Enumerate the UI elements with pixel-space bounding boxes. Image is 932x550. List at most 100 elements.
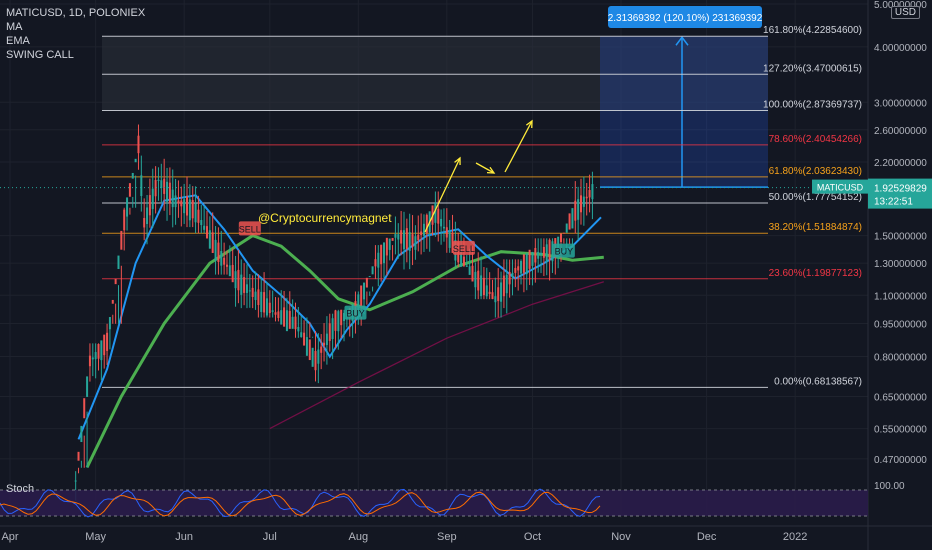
- buy-marker: [344, 305, 367, 320]
- candle-body: [442, 226, 445, 229]
- candle-body: [462, 256, 465, 266]
- candle-body: [251, 287, 254, 298]
- candle-body: [588, 190, 591, 198]
- y-tick-label: 0.47000000: [874, 455, 927, 466]
- candle-body: [562, 232, 565, 234]
- buy-marker: [552, 243, 575, 258]
- measure-box[interactable]: 2.31369392 (120.10%) 231369392: [600, 6, 768, 188]
- sell-marker-label: SELL: [453, 244, 475, 254]
- y-tick-label: 1.30000000: [874, 259, 927, 270]
- candle-body: [80, 425, 83, 443]
- candle-body: [217, 242, 220, 263]
- candle-body: [548, 239, 551, 261]
- candle-body: [91, 357, 94, 360]
- candle-body: [551, 241, 554, 262]
- candle-body: [120, 230, 123, 250]
- candle-body: [254, 291, 257, 300]
- candle-body: [328, 323, 331, 341]
- candle-body: [357, 294, 360, 315]
- fib-label: 100.00%(2.87369737): [763, 100, 862, 111]
- candle-body: [448, 230, 451, 248]
- sell-marker: [238, 221, 261, 236]
- candle-body: [228, 265, 231, 277]
- candle-body: [114, 278, 117, 285]
- signal-markers: SELL BUY SELL BUY: [238, 221, 575, 320]
- currency-badge[interactable]: USD: [890, 6, 920, 19]
- indicator-ema[interactable]: EMA: [6, 35, 30, 47]
- candle-body: [385, 237, 388, 256]
- candle-body: [186, 196, 189, 216]
- candle-body: [160, 180, 163, 189]
- y-tick-label: 0.95000000: [874, 320, 927, 331]
- measure-label: 2.31369392 (120.10%) 231369392: [608, 13, 763, 24]
- candle-body: [126, 197, 129, 217]
- candle-body: [331, 318, 334, 340]
- buy-marker-label: BUY: [346, 309, 365, 319]
- price-axis[interactable]: 5.00000000 4.00000000 3.00000000 2.60000000…: [874, 0, 927, 466]
- candle-body: [311, 347, 314, 367]
- candle-body: [517, 266, 520, 271]
- indicator-swing-call[interactable]: SWING CALL: [6, 49, 74, 61]
- y-tick-label: 0.55000000: [874, 425, 927, 436]
- y-tick-label: 0.65000000: [874, 393, 927, 404]
- candle-body: [277, 311, 280, 318]
- candle-body: [420, 231, 423, 235]
- candle-body: [560, 233, 563, 243]
- candle-body: [77, 451, 80, 461]
- candle-body: [591, 184, 594, 200]
- indicator-ma[interactable]: MA: [6, 21, 23, 33]
- candle-body: [414, 236, 417, 250]
- candle-body: [320, 346, 323, 353]
- candle-body: [580, 195, 582, 213]
- candle-body: [360, 285, 363, 306]
- stoch-k-line: [0, 488, 601, 518]
- x-tick-label: Sep: [437, 531, 457, 543]
- fib-label: 78.60%(2.40454266): [769, 134, 862, 145]
- x-tick-label: Dec: [697, 531, 717, 543]
- last-price-box: [868, 178, 932, 209]
- candle-body: [508, 271, 511, 285]
- symbol-title[interactable]: MATICUSD, 1D, POLONIEX: [6, 7, 146, 19]
- candle-body: [494, 296, 497, 303]
- candle-body: [468, 266, 471, 275]
- stoch-scale-label: 100.00: [874, 481, 905, 492]
- candle-body: [94, 352, 97, 360]
- candle-body: [491, 292, 494, 299]
- y-tick-label: 0.80000000: [874, 353, 927, 364]
- candle-body: [274, 312, 277, 315]
- candle-body: [211, 232, 214, 254]
- candle-body: [545, 244, 548, 262]
- x-tick-label: Apr: [1, 531, 18, 543]
- fib-levels[interactable]: 161.80%(4.22854600) 127.20%(3.47000615) 10…: [102, 25, 862, 388]
- x-tick-label: May: [85, 531, 106, 543]
- candle-body: [100, 340, 103, 361]
- candle-body: [174, 195, 177, 208]
- candle-body: [305, 337, 308, 356]
- candle-body: [405, 228, 408, 249]
- candle-body: [200, 219, 203, 226]
- fib-upper-zone: [102, 36, 768, 111]
- time-axis[interactable]: Apr May Jun Jul Aug Sep Oct Nov Dec 2022: [1, 531, 807, 543]
- fib-label: 0.00%(0.68138567): [774, 376, 862, 387]
- candle-body: [471, 265, 474, 282]
- candle-body: [263, 292, 266, 313]
- candle-body: [88, 355, 91, 367]
- candle-body: [140, 175, 143, 197]
- stoch-d-line: [0, 491, 601, 517]
- candle-body: [514, 267, 517, 273]
- candle-body: [183, 199, 186, 214]
- candle-body: [451, 232, 454, 253]
- sell-marker: [452, 240, 475, 255]
- candle-body: [86, 376, 89, 397]
- candle-body: [323, 342, 326, 346]
- ma-long-line: [269, 281, 604, 430]
- buy-marker-label: BUY: [555, 247, 574, 257]
- stoch-pane[interactable]: Stoch 100.00: [0, 481, 905, 518]
- candle-body: [408, 232, 411, 251]
- candle-body: [106, 332, 109, 351]
- candle-body: [203, 225, 206, 230]
- candle-body: [243, 277, 246, 293]
- y-tick-label: 3.00000000: [874, 98, 927, 109]
- x-tick-label: Oct: [524, 531, 541, 543]
